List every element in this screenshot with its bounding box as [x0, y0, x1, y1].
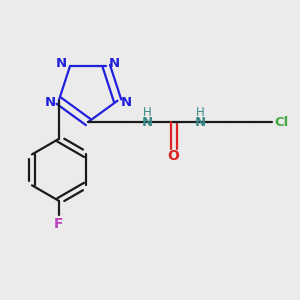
Text: O: O [168, 149, 179, 163]
Text: N: N [142, 116, 153, 128]
Text: Cl: Cl [274, 116, 288, 128]
Text: N: N [109, 57, 120, 70]
Text: N: N [120, 96, 131, 109]
Text: N: N [45, 96, 56, 109]
Text: H: H [143, 106, 152, 119]
Text: N: N [56, 57, 67, 70]
Text: N: N [194, 116, 206, 128]
Text: F: F [54, 217, 64, 231]
Text: H: H [196, 106, 204, 119]
